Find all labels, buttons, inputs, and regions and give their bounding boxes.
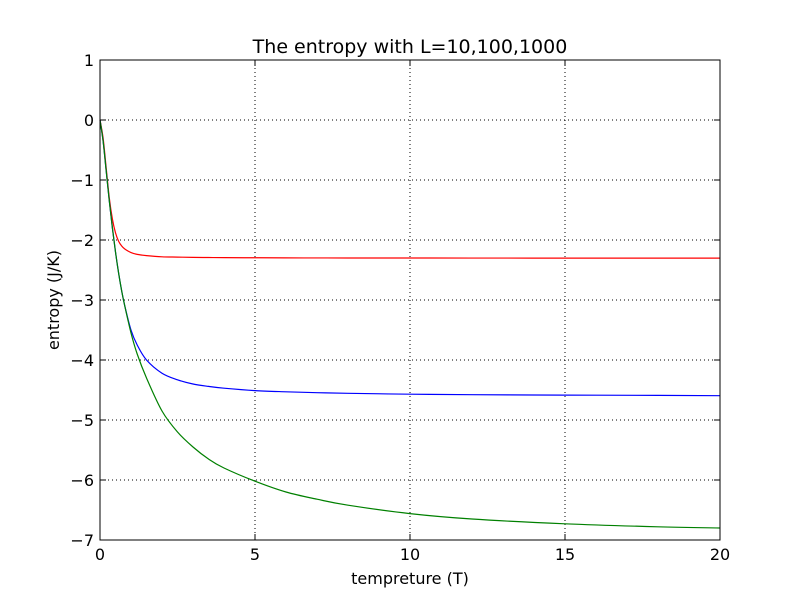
y-axis-label: entropy (J/K) (44, 250, 63, 350)
x-tick-label: 10 (400, 545, 420, 564)
series-line-0 (99, 119, 720, 259)
y-tick-label: 0 (84, 111, 94, 130)
chart-title: The entropy with L=10,100,1000 (252, 36, 568, 58)
series-line-2 (99, 119, 721, 529)
y-tick-label: −3 (70, 291, 94, 310)
y-tick-label: −7 (70, 531, 94, 550)
x-tick-label: 15 (555, 545, 575, 564)
x-tick-label: 5 (250, 545, 260, 564)
x-tick-label: 20 (710, 545, 730, 564)
y-tick-label: −4 (70, 351, 94, 370)
y-tick-label: 1 (84, 51, 94, 70)
y-tick-label: −1 (70, 171, 94, 190)
lines-layer (99, 119, 721, 529)
x-axis-label: tempreture (T) (351, 569, 469, 588)
y-tick-label: −2 (70, 231, 94, 250)
x-tick-label: 0 (95, 545, 105, 564)
y-tick-label: −5 (70, 411, 94, 430)
y-tick-label: −6 (70, 471, 94, 490)
